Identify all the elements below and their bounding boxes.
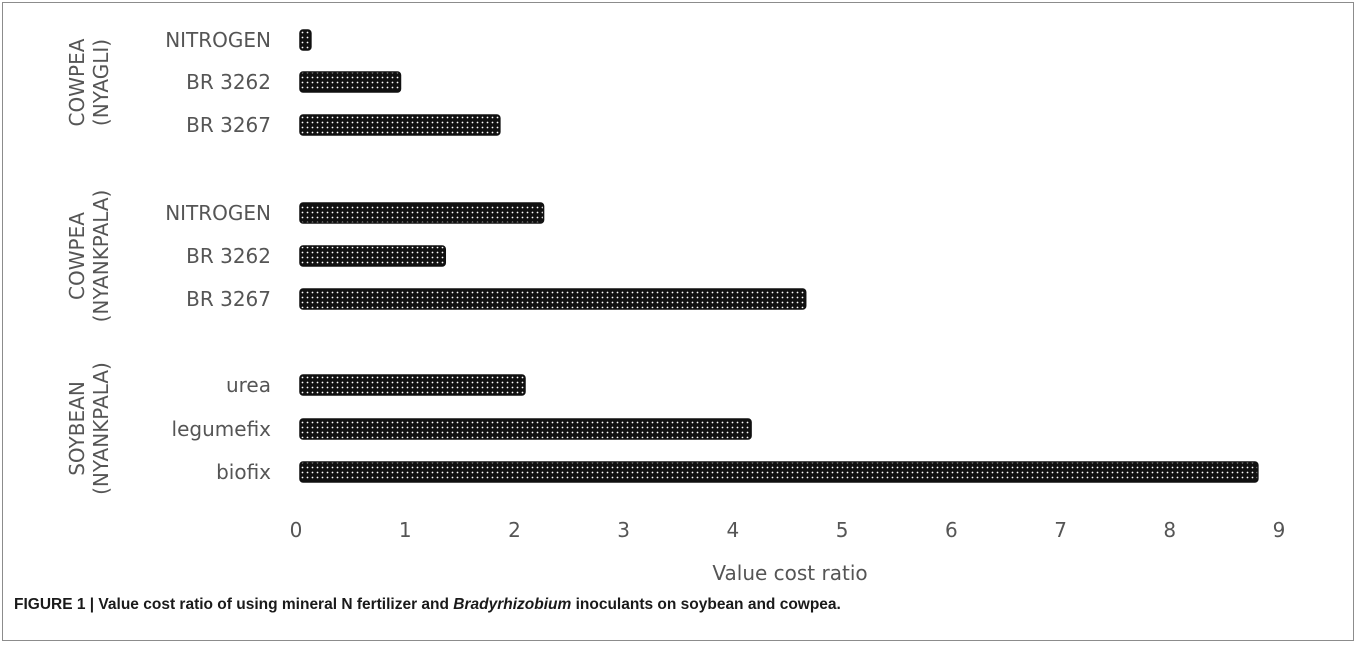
x-tick-8: 8 [1163,518,1176,542]
x-tick-labels-layer: 0 1 2 3 4 5 6 7 8 9 [290,518,1286,542]
caption-italic: Bradyrhizobium [453,596,572,613]
group-label-2: SOYBEAN(NYANKPALA) [65,362,113,495]
group-label-2-line-0: SOYBEAN [65,381,89,476]
x-tick-6: 6 [945,518,958,542]
bar-g2-0 [299,374,526,396]
figure-caption: FIGURE 1 | Value cost ratio of using min… [14,596,841,614]
caption-prefix: FIGURE 1 | Value cost ratio of using min… [14,596,454,613]
category-labels-layer: NITROGEN BR 3262 BR 3267 NITROGEN BR 3262 BR … [165,28,271,484]
group-label-1-line-0: COWPEA [65,212,89,300]
group-label-0-line-1: (NYAGLI) [89,39,113,126]
x-tick-5: 5 [836,518,849,542]
category-label-g0-2: BR 3267 [186,113,271,137]
group-label-0: COWPEA(NYAGLI) [65,38,113,126]
x-tick-0: 0 [290,518,303,542]
caption-suffix: inoculants on soybean and cowpea. [571,596,841,613]
category-label-g0-0: NITROGEN [165,28,271,52]
bar-g2-2 [299,461,1259,483]
group-label-1: COWPEA(NYANKPALA) [65,190,113,323]
group-label-0-line-0: COWPEA [65,38,89,126]
category-label-g1-2: BR 3267 [186,287,271,311]
category-label-g2-0: urea [226,373,271,397]
x-tick-7: 7 [1054,518,1067,542]
x-tick-9: 9 [1273,518,1286,542]
group-labels-layer: COWPEA(NYAGLI)COWPEA(NYANKPALA)SOYBEAN(N… [65,38,113,495]
bar-g2-1 [299,418,752,440]
category-label-g1-1: BR 3262 [186,244,271,268]
category-label-g2-2: biofix [216,460,271,484]
bar-chart: NITROGEN BR 3262 BR 3267 NITROGEN BR 3262 BR … [65,28,1286,585]
x-tick-1: 1 [399,518,412,542]
group-label-1-line-1: (NYANKPALA) [89,190,113,323]
bar-g0-1 [299,71,402,93]
bars-layer [299,29,1259,483]
x-tick-3: 3 [617,518,630,542]
bar-g1-2 [299,288,807,310]
category-label-g1-0: NITROGEN [165,201,271,225]
category-label-g2-1: legumefix [172,417,272,441]
category-label-g0-1: BR 3262 [186,70,271,94]
x-tick-2: 2 [508,518,521,542]
x-tick-4: 4 [727,518,740,542]
bar-g0-0 [299,29,312,51]
bar-g1-1 [299,245,447,267]
bar-g0-2 [299,114,501,136]
bar-g1-0 [299,202,545,224]
group-label-2-line-1: (NYANKPALA) [89,362,113,495]
x-axis-label: Value cost ratio [712,561,867,585]
